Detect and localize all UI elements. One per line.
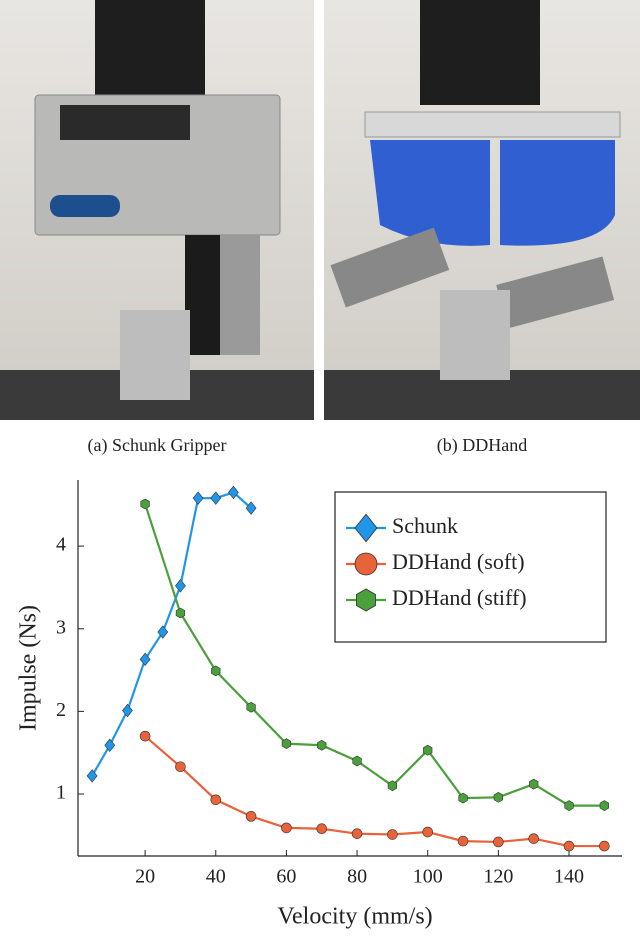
marker bbox=[245, 501, 257, 515]
marker bbox=[175, 607, 186, 619]
marker bbox=[281, 822, 292, 834]
x-axis-label: Velocity (mm/s) bbox=[277, 904, 432, 930]
x-tick-label: 80 bbox=[347, 866, 367, 888]
x-tick-label: 40 bbox=[206, 866, 226, 888]
series-line bbox=[144, 735, 605, 848]
marker bbox=[458, 792, 468, 804]
marker bbox=[140, 498, 150, 510]
marker bbox=[246, 701, 256, 713]
marker bbox=[387, 780, 398, 792]
marker bbox=[356, 588, 376, 612]
marker bbox=[528, 833, 539, 844]
series-line bbox=[91, 491, 252, 777]
legend-label: DDHand (stiff) bbox=[392, 585, 527, 610]
photo-schunk bbox=[0, 0, 314, 420]
marker bbox=[281, 738, 292, 749]
marker bbox=[563, 840, 575, 852]
marker bbox=[351, 828, 363, 839]
marker bbox=[422, 826, 434, 838]
marker bbox=[457, 835, 469, 847]
y-tick-label: 1 bbox=[56, 782, 66, 804]
marker bbox=[211, 665, 221, 677]
caption: (b) DDHand bbox=[437, 435, 527, 456]
caption: (a) Schunk Gripper bbox=[88, 435, 227, 456]
marker bbox=[104, 738, 116, 752]
legend-box bbox=[334, 491, 607, 643]
y-tick-label: 2 bbox=[56, 699, 66, 721]
marker bbox=[317, 739, 327, 751]
marker bbox=[175, 579, 186, 593]
marker bbox=[175, 761, 186, 773]
marker bbox=[423, 744, 433, 756]
x-tick-label: 120 bbox=[483, 866, 513, 888]
marker bbox=[493, 791, 503, 803]
marker bbox=[354, 552, 378, 576]
x-tick-label: 140 bbox=[554, 866, 584, 888]
y-tick-label: 4 bbox=[56, 534, 66, 556]
y-axis-label: Impulse (Ns) bbox=[16, 605, 42, 731]
legend-label: DDHand (soft) bbox=[392, 549, 525, 574]
marker bbox=[387, 829, 398, 840]
marker bbox=[122, 703, 133, 718]
photo-ddhand bbox=[324, 0, 640, 420]
marker bbox=[192, 491, 204, 505]
legend-label: Schunk bbox=[392, 513, 458, 538]
marker bbox=[564, 800, 574, 811]
x-tick-label: 20 bbox=[135, 866, 155, 888]
marker bbox=[228, 485, 239, 500]
marker bbox=[493, 836, 504, 848]
marker bbox=[210, 491, 222, 505]
marker bbox=[210, 794, 222, 806]
marker bbox=[316, 823, 328, 835]
x-tick-label: 100 bbox=[413, 866, 443, 888]
x-tick-label: 60 bbox=[276, 866, 296, 888]
y-tick-label: 3 bbox=[56, 616, 66, 638]
series-line bbox=[144, 503, 605, 807]
marker bbox=[599, 840, 610, 852]
marker bbox=[157, 625, 169, 639]
marker bbox=[354, 513, 378, 543]
marker bbox=[599, 800, 609, 811]
marker bbox=[86, 769, 98, 783]
marker bbox=[139, 652, 151, 667]
marker bbox=[529, 778, 539, 790]
marker bbox=[139, 730, 151, 742]
marker bbox=[352, 755, 362, 767]
marker bbox=[245, 811, 257, 822]
